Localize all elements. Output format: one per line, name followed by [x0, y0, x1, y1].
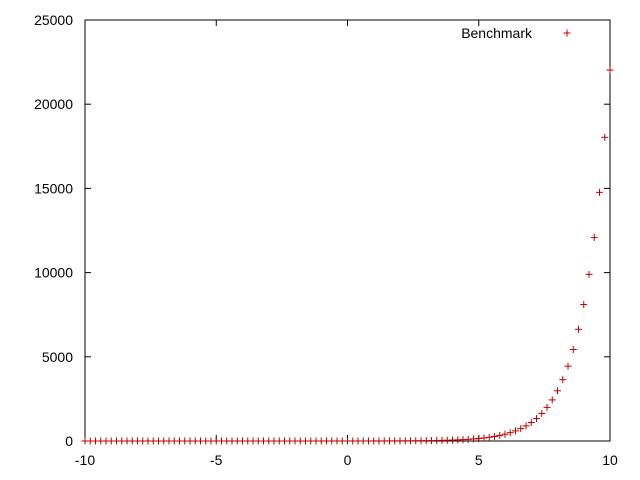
y-tick-label: 25000 [34, 12, 73, 28]
y-tick-label: 5000 [42, 349, 73, 365]
data-point [538, 409, 546, 417]
series-benchmark-points [81, 66, 614, 445]
x-tick-label: -10 [75, 452, 95, 468]
x-tick-label: 0 [344, 452, 352, 468]
data-point [533, 414, 540, 422]
data-point [554, 387, 561, 395]
data-point [506, 429, 514, 437]
data-point [559, 376, 567, 384]
data-point [590, 233, 598, 241]
legend-marker-plus-icon [563, 29, 571, 37]
x-tick-label: 10 [602, 452, 618, 468]
data-point [585, 270, 593, 278]
data-point [564, 362, 572, 370]
data-point [475, 435, 483, 443]
data-point [512, 427, 519, 435]
data-point [480, 434, 488, 442]
data-point [501, 430, 509, 438]
data-point [569, 346, 577, 354]
data-point [527, 419, 535, 427]
data-point [485, 433, 493, 441]
data-point [517, 425, 525, 433]
legend: Benchmark [461, 25, 571, 41]
y-tick-label: 0 [65, 433, 73, 449]
x-tick-label: 5 [475, 452, 483, 468]
data-point [543, 403, 551, 411]
data-point [601, 133, 609, 141]
legend-plus-mark [563, 29, 571, 37]
data-point [491, 432, 498, 440]
legend-label-benchmark: Benchmark [461, 25, 533, 41]
data-point [606, 66, 614, 74]
x-tick-label: -5 [210, 452, 223, 468]
data-point [575, 325, 582, 333]
y-tick-label: 10000 [34, 265, 73, 281]
data-point [596, 188, 603, 196]
y-tick-label: 15000 [34, 180, 73, 196]
data-point [496, 431, 504, 439]
y-tick-label: 20000 [34, 96, 73, 112]
data-point [580, 301, 588, 309]
data-point [548, 396, 556, 404]
data-point [522, 422, 530, 430]
